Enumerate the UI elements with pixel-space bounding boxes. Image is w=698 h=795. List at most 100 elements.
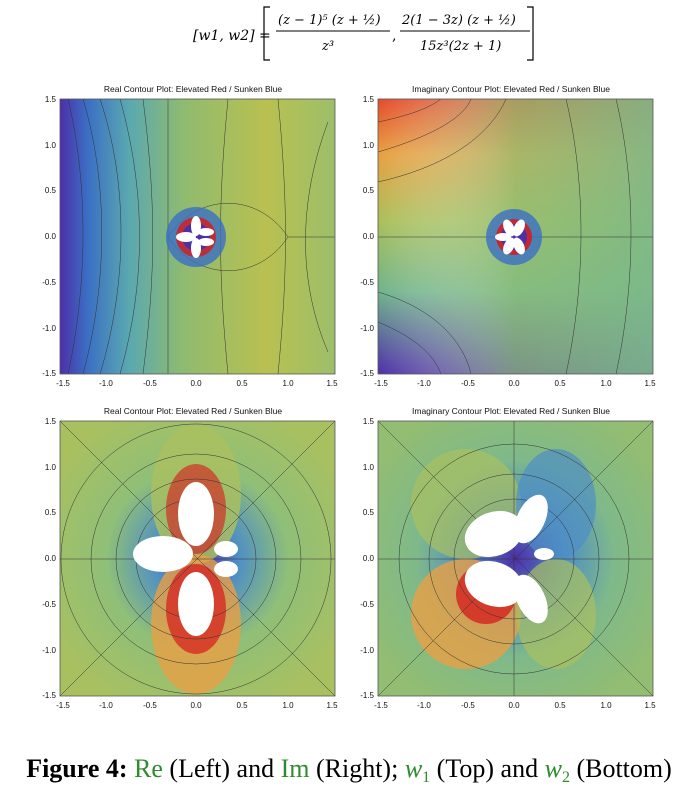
svg-text:0.5: 0.5 bbox=[363, 508, 375, 517]
svg-text:0.0: 0.0 bbox=[190, 379, 202, 388]
svg-text:1.5: 1.5 bbox=[644, 379, 656, 388]
svg-text:-1.5: -1.5 bbox=[374, 379, 388, 388]
panel-real-w1: Real Contour Plot: Elevated Red / Sunken… bbox=[28, 82, 358, 402]
formula-right-bracket bbox=[527, 6, 534, 61]
svg-text:1.0: 1.0 bbox=[363, 141, 375, 150]
svg-text:1.0: 1.0 bbox=[282, 379, 294, 388]
svg-text:1.5: 1.5 bbox=[363, 95, 375, 104]
figure-label: Figure 4: bbox=[26, 754, 128, 783]
formula-separator: , bbox=[392, 28, 396, 44]
svg-text:-0.5: -0.5 bbox=[143, 379, 157, 388]
formula: [w1, w2] = (z − 1)⁵ (z + ½) z³ , 2(1 − 3… bbox=[193, 6, 534, 61]
caption-top: (Top) and bbox=[436, 754, 539, 783]
pole-region bbox=[486, 209, 542, 265]
svg-text:-1.5: -1.5 bbox=[374, 701, 388, 710]
svg-text:0.5: 0.5 bbox=[554, 701, 566, 710]
w2-denominator: 15z³(2z + 1) bbox=[420, 39, 501, 54]
svg-text:-0.5: -0.5 bbox=[42, 600, 56, 609]
svg-text:-1.0: -1.0 bbox=[360, 324, 374, 333]
y-tick-labels: 1.5 1.0 0.5 0.0 -0.5 -1.0 -1.5 bbox=[42, 417, 56, 700]
svg-text:0.5: 0.5 bbox=[554, 379, 566, 388]
caption-bottom: (Bottom) bbox=[576, 754, 672, 783]
contour-lines bbox=[378, 99, 653, 374]
plot-frame bbox=[377, 98, 654, 375]
plot-frame bbox=[377, 420, 654, 697]
caption-re: Re bbox=[134, 754, 163, 783]
w1-numerator: (z − 1)⁵ (z + ½) bbox=[278, 13, 381, 28]
caption-w2: w2 bbox=[544, 754, 570, 786]
w1-denominator: z³ bbox=[321, 39, 334, 54]
contour-lines bbox=[60, 421, 335, 696]
panel-title: Imaginary Contour Plot: Elevated Red / S… bbox=[412, 84, 610, 94]
x-tick-labels: -1.5 -1.0 -0.5 0.0 0.5 1.0 1.5 bbox=[56, 701, 338, 710]
formula-left-bracket bbox=[263, 6, 270, 61]
svg-text:1.0: 1.0 bbox=[45, 141, 57, 150]
pole-region bbox=[133, 482, 238, 636]
svg-text:-0.5: -0.5 bbox=[143, 701, 157, 710]
svg-text:1.5: 1.5 bbox=[45, 417, 57, 426]
svg-text:-1.0: -1.0 bbox=[99, 379, 113, 388]
figure-caption: Figure 4: Re (Left) and Im (Right); w1 (… bbox=[0, 752, 698, 795]
caption-left: (Left) and bbox=[169, 754, 275, 783]
svg-text:-1.0: -1.0 bbox=[42, 646, 56, 655]
pole-region bbox=[464, 494, 554, 624]
x-tick-labels: -1.5 -1.0 -0.5 0.0 0.5 1.0 1.5 bbox=[374, 379, 656, 388]
svg-text:0.0: 0.0 bbox=[45, 554, 57, 563]
svg-text:0.0: 0.0 bbox=[190, 701, 202, 710]
panel-title: Real Contour Plot: Elevated Red / Sunken… bbox=[103, 406, 283, 416]
svg-text:0.0: 0.0 bbox=[45, 232, 57, 241]
panel-title: Real Contour Plot: Elevated Red / Sunken… bbox=[103, 84, 283, 94]
caption-right: (Right); bbox=[315, 754, 399, 783]
svg-text:1.0: 1.0 bbox=[600, 379, 612, 388]
svg-text:0.0: 0.0 bbox=[508, 379, 520, 388]
svg-text:1.5: 1.5 bbox=[644, 701, 656, 710]
svg-text:-1.5: -1.5 bbox=[56, 379, 70, 388]
svg-text:1.5: 1.5 bbox=[363, 417, 375, 426]
svg-text:-1.5: -1.5 bbox=[360, 691, 374, 700]
caption-im: Im bbox=[280, 754, 310, 783]
svg-text:-1.5: -1.5 bbox=[56, 701, 70, 710]
panel-title: Imaginary Contour Plot: Elevated Red / S… bbox=[412, 406, 610, 416]
formula-lhs: [w1, w2] = bbox=[193, 28, 271, 44]
svg-text:0.0: 0.0 bbox=[363, 554, 375, 563]
svg-text:-0.5: -0.5 bbox=[360, 600, 374, 609]
panel-imag-w2: Imaginary Contour Plot: Elevated Red / S… bbox=[346, 404, 676, 724]
x-tick-labels: -1.5 -1.0 -0.5 0.0 0.5 1.0 1.5 bbox=[56, 379, 338, 388]
svg-text:-1.5: -1.5 bbox=[42, 369, 56, 378]
svg-text:-0.5: -0.5 bbox=[42, 278, 56, 287]
svg-text:1.0: 1.0 bbox=[282, 701, 294, 710]
svg-text:-1.0: -1.0 bbox=[417, 379, 431, 388]
svg-text:0.0: 0.0 bbox=[363, 232, 375, 241]
y-tick-labels: 1.5 1.0 0.5 0.0 -0.5 -1.0 -1.5 bbox=[360, 417, 374, 700]
w2-numerator: 2(1 − 3z) (z + ½) bbox=[401, 13, 516, 28]
pole-region bbox=[166, 207, 226, 267]
svg-text:-0.5: -0.5 bbox=[360, 278, 374, 287]
svg-text:0.5: 0.5 bbox=[236, 701, 248, 710]
plot-frame bbox=[59, 98, 336, 375]
svg-text:0.0: 0.0 bbox=[508, 701, 520, 710]
svg-text:-0.5: -0.5 bbox=[461, 701, 475, 710]
svg-text:1.0: 1.0 bbox=[600, 701, 612, 710]
contour-lines bbox=[378, 421, 653, 696]
plot-frame bbox=[59, 420, 336, 697]
svg-text:1.0: 1.0 bbox=[45, 463, 57, 472]
svg-text:-0.5: -0.5 bbox=[461, 379, 475, 388]
svg-text:0.5: 0.5 bbox=[363, 186, 375, 195]
svg-text:0.5: 0.5 bbox=[236, 379, 248, 388]
svg-text:-1.5: -1.5 bbox=[360, 369, 374, 378]
panel-imag-w1: Imaginary Contour Plot: Elevated Red / S… bbox=[346, 82, 676, 402]
svg-text:-1.0: -1.0 bbox=[360, 646, 374, 655]
caption-w1: w1 bbox=[404, 754, 431, 786]
svg-text:-1.0: -1.0 bbox=[417, 701, 431, 710]
svg-text:-1.5: -1.5 bbox=[42, 691, 56, 700]
svg-text:0.5: 0.5 bbox=[45, 508, 57, 517]
svg-text:1.0: 1.0 bbox=[363, 463, 375, 472]
svg-text:1.5: 1.5 bbox=[45, 95, 57, 104]
y-tick-labels: 1.5 1.0 0.5 0.0 -0.5 -1.0 -1.5 bbox=[360, 95, 374, 378]
svg-text:1.5: 1.5 bbox=[326, 379, 338, 388]
svg-text:1.5: 1.5 bbox=[326, 701, 338, 710]
y-tick-labels: 1.5 1.0 0.5 0.0 -0.5 -1.0 -1.5 bbox=[42, 95, 56, 378]
x-tick-labels: -1.5 -1.0 -0.5 0.0 0.5 1.0 1.5 bbox=[374, 701, 656, 710]
svg-text:-1.0: -1.0 bbox=[42, 324, 56, 333]
panel-real-w2: Real Contour Plot: Elevated Red / Sunken… bbox=[28, 404, 358, 724]
